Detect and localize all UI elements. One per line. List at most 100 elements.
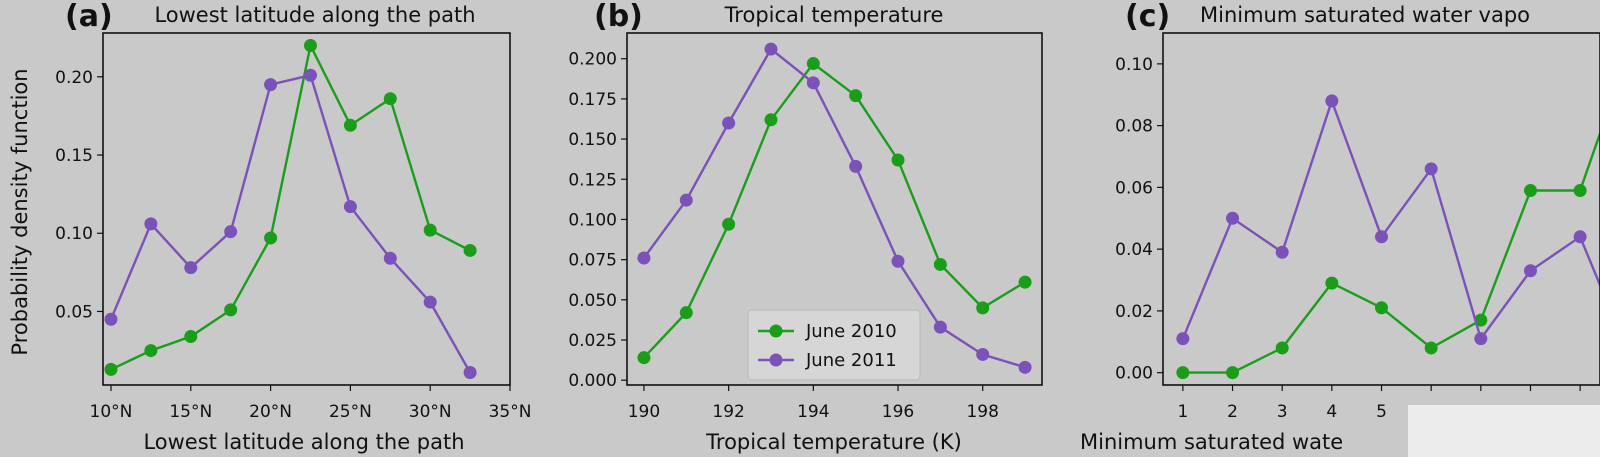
data-point: [764, 113, 778, 127]
data-point: [679, 306, 693, 320]
data-point: [1375, 230, 1388, 244]
data-point: [423, 295, 437, 309]
y-tick-label: 0.00: [1115, 364, 1153, 384]
legend-entry: June 2011: [805, 350, 897, 371]
data-point: [264, 78, 278, 92]
legend-marker: [769, 353, 783, 367]
x-tick-label: 25°N: [329, 402, 372, 422]
legend-marker: [769, 324, 783, 338]
x-axis-label: Tropical temperature (K): [705, 430, 962, 454]
x-tick-label: 10°N: [90, 402, 133, 422]
x-tick-label: 3: [1277, 402, 1288, 422]
x-axis-label: Minimum saturated wate: [1080, 430, 1343, 454]
x-tick-label: 196: [882, 402, 914, 422]
series-line-june-2010: [1182, 129, 1600, 374]
panel-2: (b) Tropical temperature 190 192 194 196 198 0.…: [568, 0, 1043, 454]
data-point: [1523, 183, 1537, 197]
y-tick-label: 0.10: [55, 224, 93, 244]
data-point: [764, 42, 778, 56]
y-tick-label: 0.05: [55, 302, 93, 322]
data-point: [383, 92, 397, 106]
data-point: [849, 159, 863, 173]
panel-label: (b): [594, 0, 643, 34]
data-point: [104, 312, 118, 326]
y-tick-label: 0.08: [1115, 117, 1153, 137]
data-point: [1424, 162, 1438, 176]
y-tick-label: 0.15: [55, 146, 93, 166]
series-line-june-2010: [643, 61, 1026, 359]
data-point: [184, 261, 198, 275]
data-point: [1275, 245, 1289, 259]
data-point: [343, 118, 357, 132]
data-point: [463, 365, 477, 379]
data-point: [383, 251, 397, 265]
data-point: [1018, 275, 1032, 289]
x-tick-label: 20°N: [249, 402, 292, 422]
data-point: [1573, 230, 1587, 244]
y-tick-label: 0.200: [568, 50, 617, 70]
panel-label: (a): [65, 0, 113, 34]
series-line-june-2010: [110, 41, 471, 371]
y-tick-label: 0.100: [568, 210, 617, 230]
axes-frame: [1162, 32, 1600, 386]
data-point: [637, 251, 651, 265]
series-line-june-2011: [1181, 97, 1600, 342]
data-point: [806, 57, 820, 71]
plot-area: [637, 42, 1032, 374]
panel-title: Lowest latitude along the path: [154, 3, 475, 27]
data-point: [1573, 183, 1587, 197]
data-point: [1325, 94, 1339, 108]
data-point: [463, 243, 477, 257]
x-axis-label: Lowest latitude along the path: [143, 430, 464, 454]
shared-y-axis-label: Probability density function: [8, 68, 32, 355]
y-tick-label: 0.04: [1115, 240, 1153, 260]
data-point: [144, 217, 158, 231]
x-tick-label: 15°N: [169, 402, 212, 422]
data-point: [303, 39, 317, 53]
legend-entry: June 2010: [805, 321, 897, 342]
x-tick-label: 35°N: [489, 402, 532, 422]
panel-title: Tropical temperature: [724, 3, 944, 27]
x-tick-label: 198: [966, 402, 998, 422]
data-point: [1226, 211, 1240, 225]
data-point: [1375, 301, 1388, 315]
axes-frame: [626, 32, 1043, 386]
y-tick-label: 0.050: [568, 291, 617, 311]
plot-area: [1176, 94, 1600, 380]
x-tick-label: 194: [797, 402, 829, 422]
panel-3: (c) Minimum saturated water vapo 1 2 3 4 5 0.00…: [1080, 0, 1600, 454]
data-point: [303, 68, 317, 82]
x-tick-label: 5: [1376, 402, 1387, 422]
x-tick-label: 1: [1177, 402, 1188, 422]
y-tick-label: 0.06: [1115, 178, 1153, 198]
data-point: [679, 193, 693, 207]
x-tick-label: 30°N: [409, 402, 452, 422]
axes-frame: [102, 32, 511, 386]
y-tick-label: 0.20: [55, 68, 93, 88]
data-point: [224, 303, 238, 317]
data-point: [1325, 276, 1339, 290]
y-tick-label: 0.000: [568, 371, 617, 391]
data-point: [976, 347, 990, 361]
x-tick-label: 190: [628, 402, 660, 422]
panel-title: Minimum saturated water vapo: [1200, 3, 1530, 27]
data-point: [933, 257, 947, 271]
y-tick-label: 0.175: [568, 90, 617, 110]
x-tick-label: 192: [712, 402, 744, 422]
data-point: [1176, 366, 1190, 380]
series-line-june-2011: [109, 73, 472, 374]
panels: (a) Lowest latitude along the path 10°N 15°…: [55, 0, 1600, 454]
data-point: [891, 254, 905, 268]
y-tick-label: 0.125: [568, 170, 617, 190]
panel-label: (c): [1125, 0, 1170, 34]
data-point: [1018, 360, 1032, 374]
data-point: [722, 116, 736, 130]
data-point: [343, 200, 357, 214]
y-tick-label: 0.025: [568, 331, 617, 351]
data-point: [976, 301, 990, 315]
data-point: [1474, 332, 1488, 346]
y-tick-label: 0.10: [1115, 55, 1153, 75]
x-tick-label: 2: [1227, 402, 1238, 422]
